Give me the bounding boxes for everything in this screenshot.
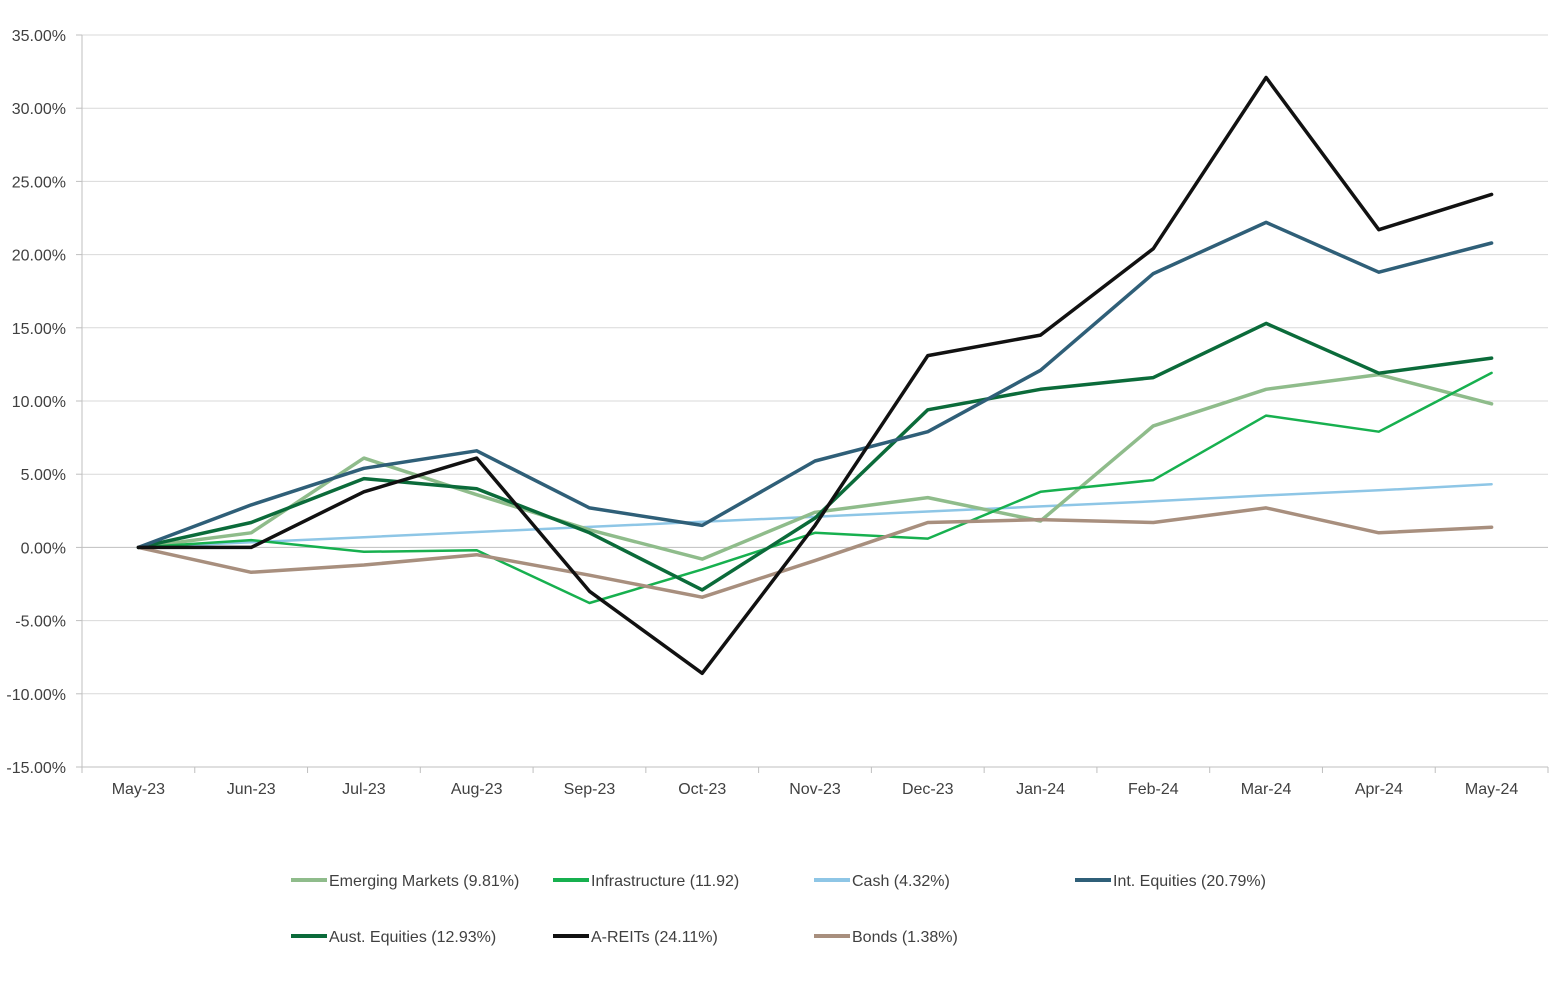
y-tick-label: 10.00% [12,394,66,411]
y-tick-label: 20.00% [12,248,66,265]
legend-item: Aust. Equities (12.93%) [291,929,496,946]
x-tick-label: Jun-23 [227,781,276,798]
x-axis-tick-labels: May-23 Jun-23 Jul-23 Aug-23 Sep-23 Oct-23 Nov-… [112,781,1519,798]
legend-item: Infrastructure (11.92) [553,873,739,890]
y-tick-label: 35.00% [12,28,66,45]
legend-item: Cash (4.32%) [814,873,950,890]
legend: Emerging Markets (9.81%) Infrastructure (… [291,873,1266,946]
y-tick-label: 30.00% [12,101,66,118]
x-tick-label: Mar-24 [1241,781,1292,798]
y-tick-label: -15.00% [6,760,66,777]
y-tick-label: 25.00% [12,174,66,191]
gridlines [82,34,1548,695]
series-line-5 [136,75,1494,676]
series-line-1 [137,371,1493,605]
series-lines [136,75,1494,676]
legend-label: Int. Equities (20.79%) [1113,873,1266,890]
series-line-0 [136,372,1494,561]
y-axis-tick-labels: -15.00% -10.00% -5.00% 0.00% 5.00% 10.00% 15.0… [6,28,66,777]
x-tick-label: May-24 [1465,781,1518,798]
series-line-4 [136,321,1494,592]
legend-item: Int. Equities (20.79%) [1075,873,1266,890]
legend-item: Emerging Markets (9.81%) [291,873,519,890]
legend-label: Emerging Markets (9.81%) [329,873,519,890]
legend-label: Infrastructure (11.92) [591,873,739,890]
y-tick-label: 15.00% [12,321,66,338]
series-line-6 [136,506,1494,599]
legend-label: Bonds (1.38%) [852,929,958,946]
y-tick-label: -5.00% [15,614,66,631]
x-tick-label: Aug-23 [451,781,503,798]
y-tick-label: 5.00% [21,467,66,484]
legend-label: A-REITs (24.11%) [591,929,718,946]
x-tick-label: Feb-24 [1128,781,1179,798]
x-tick-label: Oct-23 [678,781,726,798]
y-tick-label: -10.00% [6,687,66,704]
x-tick-label: Jan-24 [1016,781,1065,798]
legend-item: A-REITs (24.11%) [553,929,718,946]
axes [76,34,1549,773]
series-line-3 [136,220,1494,550]
legend-label: Cash (4.32%) [852,873,950,890]
x-tick-label: Apr-24 [1355,781,1403,798]
legend-item: Bonds (1.38%) [814,929,958,946]
y-tick-label: 0.00% [21,540,66,557]
x-tick-label: May-23 [112,781,165,798]
x-tick-label: Dec-23 [902,781,954,798]
x-tick-label: Jul-23 [342,781,386,798]
x-tick-label: Sep-23 [564,781,616,798]
x-tick-label: Nov-23 [789,781,841,798]
legend-label: Aust. Equities (12.93%) [329,929,496,946]
